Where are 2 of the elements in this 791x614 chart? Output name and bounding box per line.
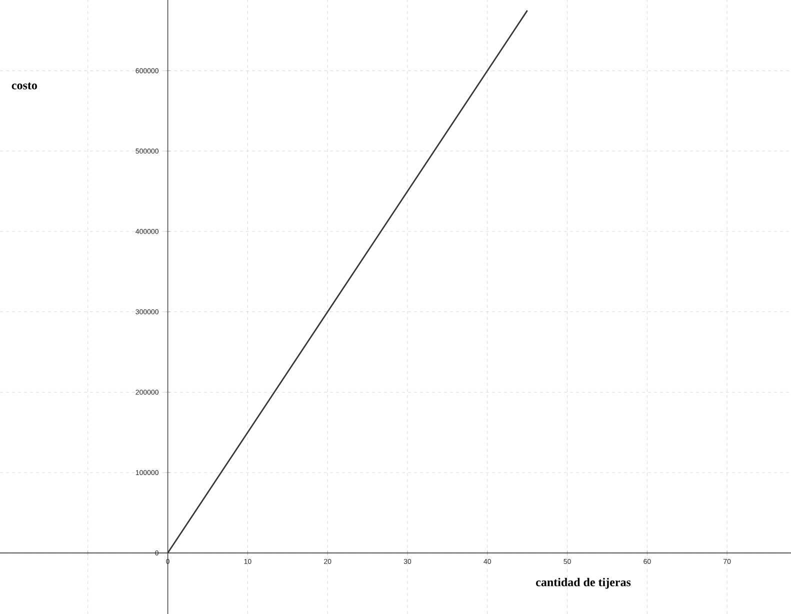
y-axis-title: costo — [12, 82, 37, 90]
x-axis-title: cantidad de tijeras — [536, 578, 631, 589]
